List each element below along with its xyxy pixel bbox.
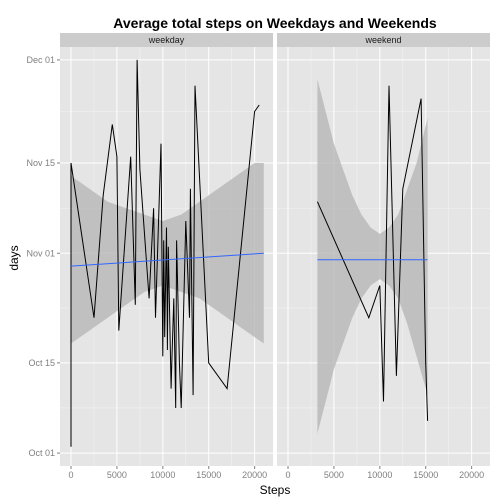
x-tick-label: 20000	[242, 470, 267, 480]
x-tick-label: 15000	[196, 470, 221, 480]
x-tick-label: 0	[286, 470, 291, 480]
y-tick-label: Nov 15	[26, 158, 55, 168]
series-line-weekend	[316, 85, 429, 421]
facet-strip-label: weekday	[148, 35, 185, 45]
y-axis-title: days	[7, 245, 21, 270]
facet-strip	[277, 33, 490, 47]
x-tick-label: 10000	[150, 470, 175, 480]
smooth-line-weekday	[70, 252, 264, 267]
facet-panels: weekday 0 5000 10000 15000 20000 weekend 0 5000 1…	[26, 33, 490, 480]
x-tick-label: 5000	[107, 470, 127, 480]
facet-strip	[60, 33, 273, 47]
panel-weekday: weekday 0 5000 10000 15000 20000	[60, 33, 273, 480]
x-tick-label: 0	[69, 470, 74, 480]
y-tick-label: Dec 01	[26, 55, 55, 65]
x-axis-title: Steps	[260, 483, 291, 497]
x-tick-label: 15000	[413, 470, 438, 480]
y-tick-label: Oct 01	[28, 448, 55, 458]
y-tick-label: Oct 15	[28, 358, 55, 368]
series-line-weekday	[70, 59, 260, 447]
panel-weekend: weekend 0 5000 10000 15000 20000	[277, 33, 490, 480]
facet-strip-label: weekend	[364, 35, 401, 45]
confidence-ribbon	[317, 79, 428, 434]
x-tick-label: 20000	[459, 470, 484, 480]
chart-title: Average total steps on Weekdays and Week…	[113, 15, 437, 31]
y-tick-label: Nov 01	[26, 248, 55, 258]
x-tick-label: 5000	[324, 470, 344, 480]
confidence-ribbon	[71, 163, 264, 344]
x-tick-label: 10000	[367, 470, 392, 480]
